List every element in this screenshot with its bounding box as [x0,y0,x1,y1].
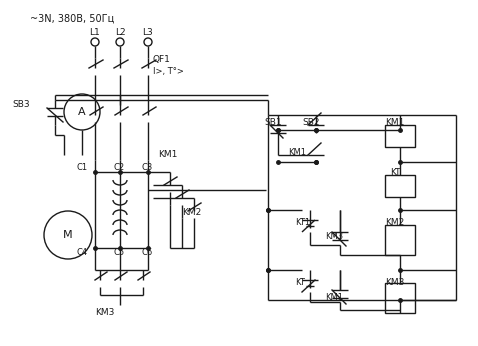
Bar [385,283,415,313]
Text: SB2: SB2 [302,118,320,127]
Text: KM3: KM3 [385,278,405,287]
Text: I>, T°>: I>, T°> [153,67,184,76]
Bar [385,175,415,197]
Text: A: A [78,107,86,117]
Text: C4: C4 [77,248,88,257]
Text: KM3: KM3 [325,232,343,241]
Bar [385,225,415,255]
Bar [385,125,415,147]
Text: KM1: KM1 [288,148,306,157]
Text: C5: C5 [114,248,125,257]
Text: SB1: SB1 [264,118,282,127]
Text: KM1: KM1 [385,118,405,127]
Text: M: M [63,230,73,240]
Text: QF1: QF1 [153,55,171,64]
Text: KM1: KM1 [325,293,343,302]
Text: C2: C2 [114,163,125,172]
Text: ~3N, 380В, 50Гц: ~3N, 380В, 50Гц [30,14,114,24]
Text: SB3: SB3 [12,100,30,109]
Text: KM1: KM1 [158,150,177,159]
Text: KT: KT [390,168,400,177]
Text: L1: L1 [89,28,100,37]
Text: KM3: KM3 [95,308,115,317]
Text: C1: C1 [77,163,88,172]
Text: L3: L3 [142,28,153,37]
Text: C3: C3 [142,163,153,172]
Text: C6: C6 [142,248,153,257]
Text: L2: L2 [115,28,125,37]
Text: KT: KT [295,278,305,287]
Text: KM2: KM2 [385,218,404,227]
Text: KM2: KM2 [182,208,201,217]
Text: KT1: KT1 [295,218,310,227]
